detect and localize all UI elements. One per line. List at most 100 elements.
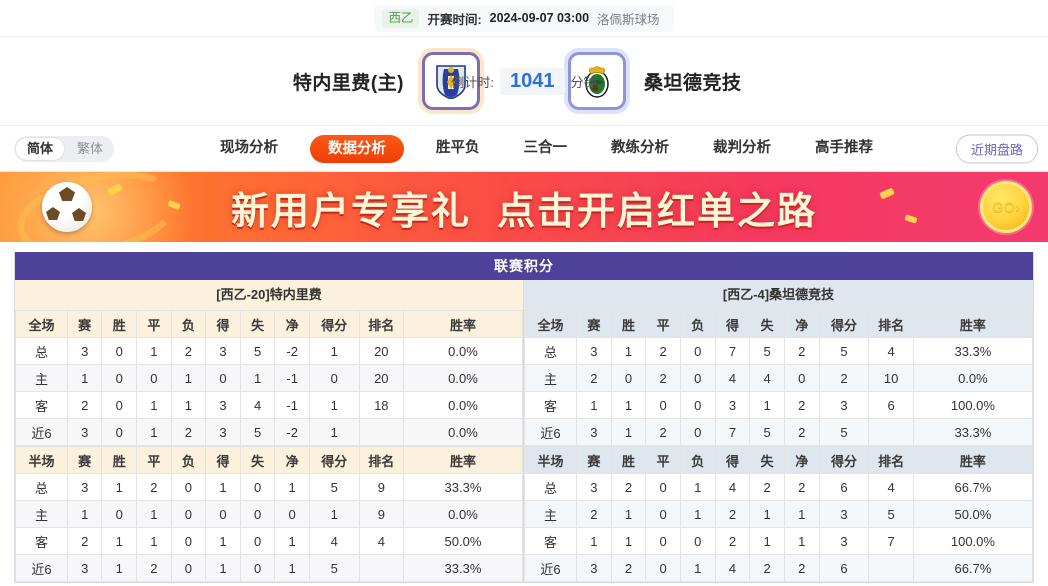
- table-row: 总 3 0 1 2 3 5 -2 1 20 0.0%: [15, 337, 524, 365]
- table-cell: 2: [576, 364, 612, 392]
- table-cell: 0.0%: [402, 418, 524, 446]
- table-cell: 1: [679, 500, 716, 528]
- tab-data-analysis[interactable]: 数据分析: [310, 134, 405, 163]
- countdown-value: 1041: [500, 67, 565, 95]
- table-cell: 0: [239, 500, 276, 528]
- table-cell: 1: [610, 337, 647, 365]
- banner-text: 新用户专享礼 点击开启红单之路: [0, 172, 1048, 242]
- row-scope-label: 客: [524, 527, 577, 555]
- table-cell: 3: [66, 554, 103, 582]
- table-cell: 0.0%: [912, 364, 1034, 392]
- table-body: 总 3 1 2 0 1 0 1 5 9 33.3% 主 1 0 1 0 0 0 0 1 9 0.0% 客 2 1 1 0 1 0 1 4 4 5…: [15, 473, 524, 582]
- table-cell: 1: [170, 364, 207, 392]
- lang-simplified-option[interactable]: 简体: [16, 137, 65, 160]
- tab-expert-picks[interactable]: 高手推荐: [815, 140, 874, 156]
- table-body: 总 3 2 0 1 4 2 2 6 4 66.7% 主 2 1 0 1 2 1 1 3 5 50.0% 客 1 1 0 0 2 1 1 3 7…: [524, 473, 1034, 582]
- panel-title: 联赛积分: [15, 252, 1033, 280]
- tab-three-in-one[interactable]: 三合一: [523, 140, 568, 156]
- table-row: 客 1 1 0 0 2 1 1 3 7 100.0%: [524, 527, 1034, 555]
- table-cell: 100.0%: [912, 527, 1034, 555]
- table-cell: 1: [679, 554, 716, 582]
- table-row: 主 2 0 2 0 4 4 0 2 10 0.0%: [524, 364, 1034, 392]
- table-cell: 1: [239, 364, 276, 392]
- table-cell: -2: [274, 337, 310, 365]
- row-scope-label: 主: [15, 364, 68, 392]
- table-cell: 0: [679, 527, 716, 555]
- table-cell: 0: [101, 418, 138, 446]
- recent-odds-button[interactable]: 近期盘路: [955, 134, 1038, 163]
- col-scope: 半场: [15, 446, 68, 474]
- promo-banner[interactable]: 新用户专享礼 点击开启红单之路 GO ›: [0, 172, 1048, 242]
- tenerife-crest-icon: C D: [422, 52, 480, 110]
- coin-go-icon[interactable]: GO ›: [980, 181, 1032, 233]
- table-cell: 0: [239, 527, 276, 555]
- table-cell: 3: [205, 337, 241, 365]
- home-team-block[interactable]: 特内里费(主) C D: [0, 52, 480, 110]
- tab-live-analysis[interactable]: 现场分析: [220, 140, 279, 156]
- table-cell: 9: [358, 473, 404, 501]
- table-cell: 5: [818, 337, 870, 365]
- table-cell: 0: [645, 500, 681, 528]
- table-cell: 6: [818, 554, 870, 582]
- table-cell: 0: [610, 364, 647, 392]
- away-team-block[interactable]: 桑坦德竞技: [568, 52, 1048, 110]
- table-cell: 5: [239, 337, 276, 365]
- row-scope-label: 主: [15, 500, 68, 528]
- col-points: 得分: [308, 310, 360, 338]
- table-row: 客 2 1 1 0 1 0 1 4 4 50.0%: [15, 527, 524, 555]
- table-cell: 33.3%: [912, 337, 1034, 365]
- table-cell: 2: [749, 554, 785, 582]
- col-goals-for: 得: [205, 446, 241, 474]
- lang-traditional-option[interactable]: 繁体: [77, 140, 104, 156]
- tab-coach-analysis[interactable]: 教练分析: [611, 140, 670, 156]
- col-goals-against: 失: [749, 446, 785, 474]
- table-cell: 1: [205, 554, 241, 582]
- home-team-name: 特内里费(主): [292, 72, 404, 94]
- main-nav: 简体 繁体 现场分析 数据分析 胜平负 三合一 教练分析 裁判分析 高手推荐 近…: [0, 126, 1048, 172]
- table-cell: -1: [274, 391, 310, 419]
- table-cell: 2: [645, 364, 681, 392]
- table-cell: 1: [308, 418, 360, 446]
- row-scope-label: 总: [524, 473, 577, 501]
- row-scope-label: 客: [524, 391, 577, 419]
- table-cell: 1: [101, 473, 138, 501]
- tab-referee-analysis[interactable]: 裁判分析: [713, 140, 772, 156]
- table-cell: 1: [749, 527, 785, 555]
- tab-win-draw-lose[interactable]: 胜平负: [436, 140, 480, 156]
- table-cell: [868, 418, 914, 446]
- table-cell: 0: [645, 554, 681, 582]
- row-scope-label: 主: [524, 500, 577, 528]
- away-team-table-title: [西乙-4]桑坦德竞技: [524, 280, 1033, 310]
- table-cell: 1: [308, 391, 360, 419]
- table-header-row: 全场 赛 胜 平 负 得 失 净 得分 排名 胜率: [15, 310, 524, 338]
- table-cell: 4: [714, 554, 751, 582]
- table-cell: 1: [783, 500, 820, 528]
- col-win-rate: 胜率: [402, 446, 524, 474]
- svg-text:D: D: [449, 90, 453, 96]
- col-rank: 排名: [868, 310, 914, 338]
- table-cell: 1: [783, 527, 820, 555]
- table-cell: 50.0%: [912, 500, 1034, 528]
- match-info-bar: 西乙 开赛时间: 2024-09-07 03:00 洛佩斯球场: [0, 0, 1048, 37]
- table-cell: -1: [274, 364, 310, 392]
- col-scope: 全场: [524, 310, 577, 338]
- table-cell: [358, 418, 404, 446]
- go-label: GO: [991, 198, 1016, 216]
- row-scope-label: 近6: [15, 554, 68, 582]
- table-cell: 2: [66, 527, 103, 555]
- table-cell: 4: [714, 364, 751, 392]
- language-toggle[interactable]: 简体 繁体: [14, 135, 115, 162]
- table-cell: 2: [783, 337, 820, 365]
- table-cell: 2: [645, 418, 681, 446]
- table-cell: 3: [576, 473, 612, 501]
- table-cell: 1: [101, 527, 138, 555]
- table-cell: 1: [610, 527, 647, 555]
- table-cell: 1: [205, 527, 241, 555]
- col-win: 胜: [101, 310, 138, 338]
- table-cell: [868, 554, 914, 582]
- table-cell: 7: [714, 337, 751, 365]
- table-cell: 2: [170, 337, 207, 365]
- countdown-label: 倒计时:: [451, 74, 495, 90]
